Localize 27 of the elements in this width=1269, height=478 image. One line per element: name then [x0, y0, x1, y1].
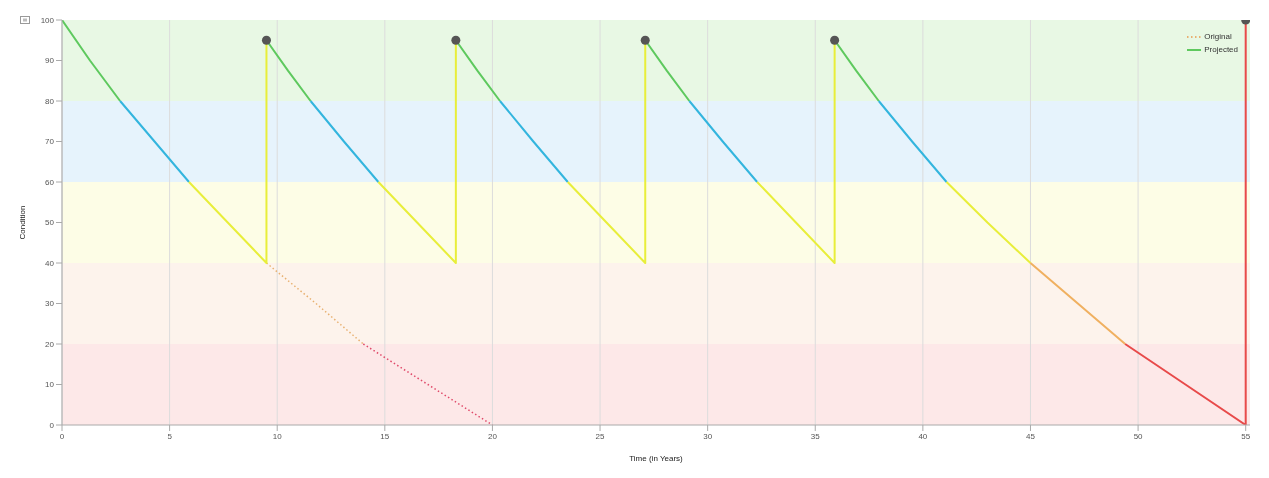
y-tick-label: 20 — [45, 339, 55, 349]
y-tick-label: 0 — [49, 420, 55, 430]
x-tick-label: 25 — [595, 431, 606, 441]
y-tick-label: 30 — [45, 299, 55, 309]
y-tick-label: 40 — [45, 258, 55, 268]
x-tick-label: 10 — [272, 431, 283, 441]
y-axis-title: Condition — [17, 205, 27, 240]
y-tick-label: 60 — [45, 177, 55, 187]
x-tick-label: 50 — [1133, 431, 1144, 441]
x-tick-label: 35 — [810, 431, 821, 441]
y-tick-label: 50 — [45, 218, 55, 228]
x-tick-label: 20 — [487, 431, 498, 441]
y-tick-label: 80 — [45, 96, 55, 106]
x-axis-title: Time (in Years) — [629, 454, 684, 463]
legend-label: Projected — [1204, 44, 1238, 56]
x-tick-label: 30 — [703, 431, 713, 441]
x-tick-label: 40 — [918, 431, 928, 441]
x-tick-label: 15 — [380, 431, 390, 441]
legend-label: Original — [1204, 31, 1232, 43]
y-tick-label: 70 — [45, 137, 55, 147]
y-tick-label: 10 — [45, 380, 55, 390]
y-tick-label: 90 — [45, 56, 55, 66]
x-tick-label: 55 — [1241, 431, 1251, 441]
x-tick-label: 45 — [1026, 431, 1036, 441]
y-tick-label: 100 — [40, 15, 55, 25]
x-tick-label: 5 — [167, 431, 173, 441]
x-tick-label: 0 — [59, 431, 65, 441]
